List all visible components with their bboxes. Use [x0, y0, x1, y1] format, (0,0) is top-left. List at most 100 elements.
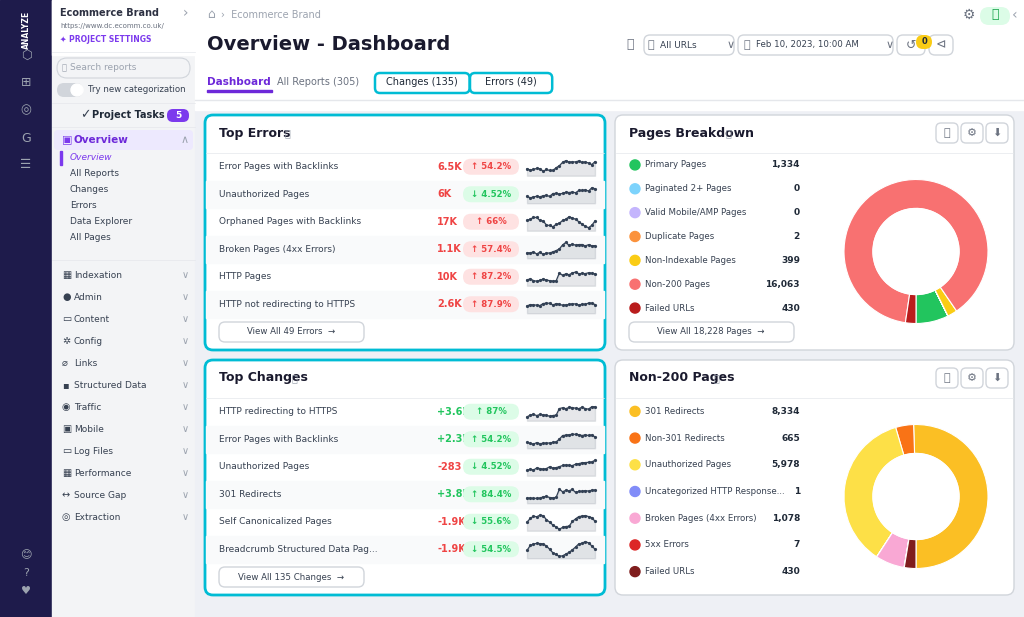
Text: Changes: Changes	[70, 186, 110, 194]
Text: ‹: ‹	[1012, 8, 1018, 22]
Text: ◎: ◎	[20, 104, 32, 117]
Text: ⓘ: ⓘ	[291, 373, 297, 383]
Text: 0: 0	[922, 38, 927, 46]
FancyBboxPatch shape	[205, 115, 605, 350]
Bar	[206, 426, 604, 453]
Text: Valid Mobile/AMP Pages: Valid Mobile/AMP Pages	[645, 208, 746, 217]
Text: Primary Pages: Primary Pages	[645, 160, 707, 170]
Text: ⬡: ⬡	[20, 49, 32, 62]
Bar	[52, 0, 195, 55]
FancyBboxPatch shape	[463, 459, 519, 474]
Text: ∨: ∨	[181, 446, 188, 456]
Circle shape	[630, 513, 640, 523]
Text: Data Explorer: Data Explorer	[70, 218, 132, 226]
Text: 6.5K: 6.5K	[437, 162, 462, 172]
Text: Links: Links	[74, 358, 97, 368]
Text: ↑ 87%: ↑ 87%	[475, 407, 507, 416]
Text: Performance: Performance	[74, 468, 131, 478]
FancyBboxPatch shape	[929, 35, 953, 55]
Text: Non-301 Redirects: Non-301 Redirects	[645, 434, 725, 442]
Text: Uncategorized HTTP Response...: Uncategorized HTTP Response...	[645, 487, 784, 496]
Text: ⊲: ⊲	[936, 38, 946, 51]
Text: 301 Redirects: 301 Redirects	[219, 490, 282, 499]
FancyBboxPatch shape	[463, 541, 519, 557]
Text: ↑ 54.2%: ↑ 54.2%	[471, 435, 511, 444]
Text: Project Tasks: Project Tasks	[92, 110, 165, 120]
Text: 17K: 17K	[437, 217, 458, 227]
Text: ♥: ♥	[22, 586, 31, 596]
Text: ⓘ: ⓘ	[726, 128, 732, 138]
Text: ⌂: ⌂	[207, 9, 215, 22]
Bar	[195, 0, 1024, 617]
Text: HTTP redirecting to HTTPS: HTTP redirecting to HTTPS	[219, 407, 337, 416]
Text: ▭: ▭	[62, 314, 72, 324]
Circle shape	[630, 407, 640, 416]
Wedge shape	[935, 290, 948, 316]
Text: ⬇: ⬇	[992, 373, 1001, 383]
Text: 1,078: 1,078	[772, 514, 800, 523]
Text: All Reports: All Reports	[70, 170, 119, 178]
Text: Failed URLs: Failed URLs	[645, 567, 694, 576]
Circle shape	[630, 160, 640, 170]
Text: Breadcrumb Structured Data Pag...: Breadcrumb Structured Data Pag...	[219, 545, 378, 553]
Text: ⌀: ⌀	[62, 358, 68, 368]
Text: https://www.dc.ecomm.co.uk/: https://www.dc.ecomm.co.uk/	[60, 23, 164, 29]
Text: -283: -283	[437, 462, 462, 472]
Text: Extraction: Extraction	[74, 513, 121, 521]
Text: ↓ 4.52%: ↓ 4.52%	[471, 462, 511, 471]
Text: 0: 0	[794, 184, 800, 193]
Text: ↑ 57.4%: ↑ 57.4%	[471, 245, 511, 254]
Wedge shape	[904, 539, 909, 568]
Text: Non-200 Pages: Non-200 Pages	[629, 371, 734, 384]
Text: -1.9K: -1.9K	[437, 517, 466, 527]
Wedge shape	[916, 290, 948, 323]
FancyBboxPatch shape	[57, 83, 83, 97]
FancyBboxPatch shape	[463, 186, 519, 202]
Text: ▦: ▦	[62, 468, 72, 478]
Wedge shape	[913, 424, 988, 568]
Text: Top Changes: Top Changes	[219, 371, 308, 384]
Bar	[207, 90, 272, 92]
Text: 2.6K: 2.6K	[437, 299, 462, 309]
Text: 665: 665	[781, 434, 800, 442]
FancyBboxPatch shape	[986, 123, 1008, 143]
FancyBboxPatch shape	[463, 159, 519, 175]
Text: ⓘ: ⓘ	[714, 373, 720, 383]
Text: View All 135 Changes  →: View All 135 Changes →	[238, 573, 344, 581]
Text: Broken Pages (4xx Errors): Broken Pages (4xx Errors)	[219, 245, 336, 254]
Circle shape	[71, 84, 83, 96]
Text: 5xx Errors: 5xx Errors	[645, 540, 689, 549]
Text: 10K: 10K	[437, 271, 458, 282]
Text: ↑ 87.2%: ↑ 87.2%	[471, 272, 511, 281]
Text: View All 18,228 Pages  →: View All 18,228 Pages →	[657, 328, 765, 336]
Text: Feb 10, 2023, 10:00 AM: Feb 10, 2023, 10:00 AM	[756, 41, 859, 49]
Bar	[60, 151, 62, 165]
FancyBboxPatch shape	[463, 404, 519, 420]
FancyBboxPatch shape	[463, 241, 519, 257]
FancyBboxPatch shape	[738, 35, 893, 55]
FancyBboxPatch shape	[986, 368, 1008, 388]
Circle shape	[630, 540, 640, 550]
Wedge shape	[844, 180, 988, 323]
Text: 0: 0	[794, 208, 800, 217]
FancyBboxPatch shape	[615, 360, 1014, 595]
FancyBboxPatch shape	[463, 269, 519, 285]
Text: All Reports (305): All Reports (305)	[278, 77, 359, 87]
Circle shape	[873, 209, 959, 294]
Text: 1: 1	[794, 487, 800, 496]
Text: ▪: ▪	[62, 380, 69, 390]
Text: ⤢: ⤢	[944, 128, 950, 138]
Text: All Pages: All Pages	[70, 233, 111, 242]
Text: ●: ●	[62, 292, 71, 302]
FancyBboxPatch shape	[961, 368, 983, 388]
Text: Try new categorization: Try new categorization	[88, 86, 185, 94]
Text: ∨: ∨	[181, 292, 188, 302]
Text: 8,334: 8,334	[771, 407, 800, 416]
Text: Config: Config	[74, 336, 103, 346]
Text: Non-200 Pages: Non-200 Pages	[645, 280, 710, 289]
Text: Traffic: Traffic	[74, 402, 101, 412]
Circle shape	[630, 460, 640, 470]
Text: G: G	[22, 131, 31, 144]
FancyBboxPatch shape	[375, 73, 470, 93]
Text: ⊞: ⊞	[20, 77, 32, 89]
